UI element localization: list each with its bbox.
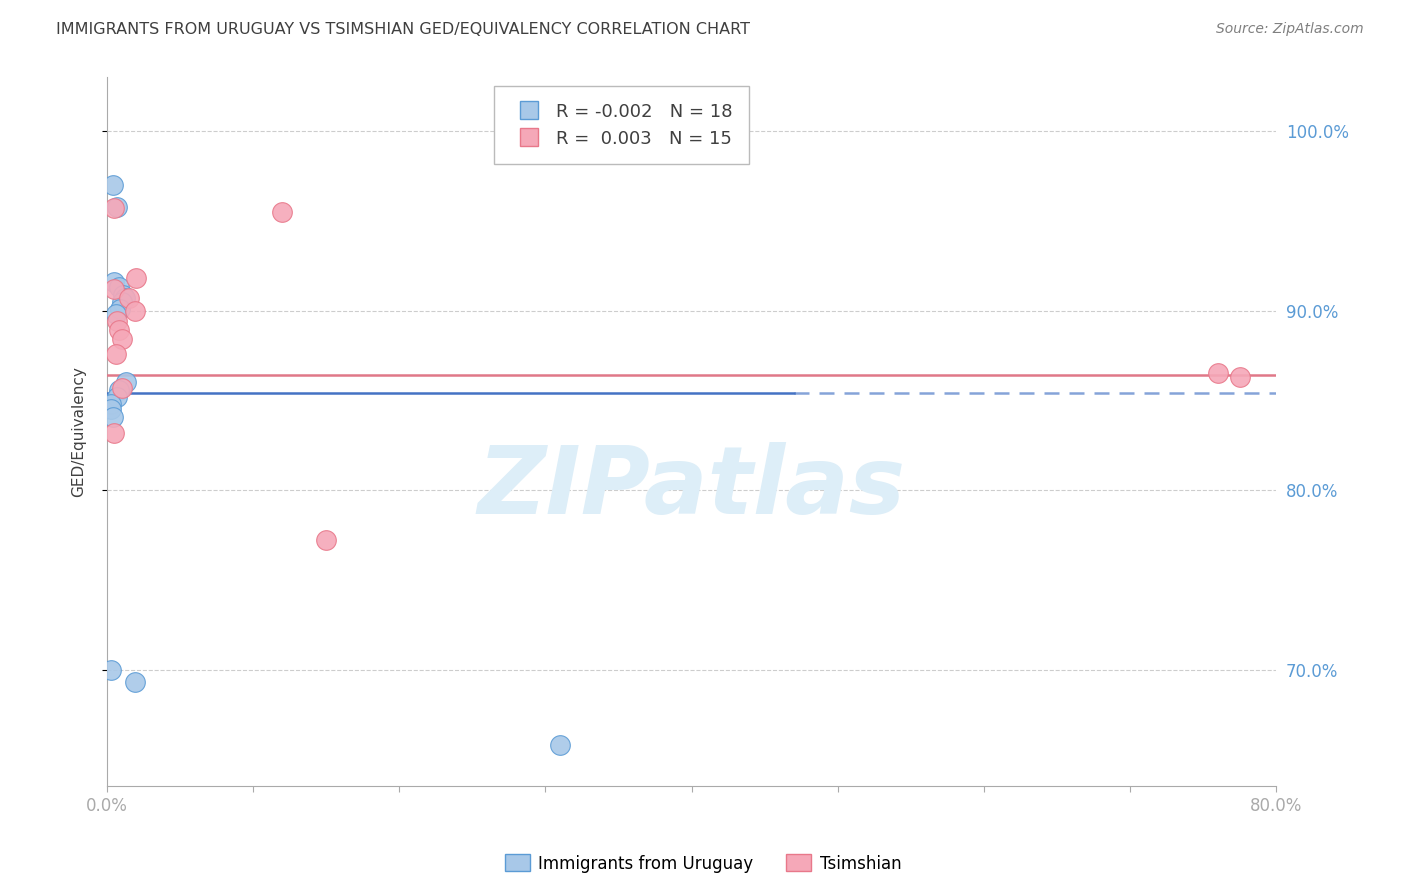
Y-axis label: GED/Equivalency: GED/Equivalency xyxy=(72,367,86,497)
Point xyxy=(114,291,136,305)
Point xyxy=(111,332,134,346)
Point xyxy=(105,314,128,328)
Point xyxy=(115,376,138,390)
Point xyxy=(104,307,127,321)
Point xyxy=(112,287,135,301)
Text: IMMIGRANTS FROM URUGUAY VS TSIMSHIAN GED/EQUIVALENCY CORRELATION CHART: IMMIGRANTS FROM URUGUAY VS TSIMSHIAN GED… xyxy=(56,22,751,37)
Point xyxy=(124,675,146,690)
Point xyxy=(1206,367,1229,381)
Point xyxy=(111,294,134,309)
Point xyxy=(107,323,129,337)
Point xyxy=(104,347,127,361)
Point xyxy=(118,291,141,305)
Point xyxy=(105,200,128,214)
Point xyxy=(103,202,125,216)
Point xyxy=(100,663,122,677)
Point xyxy=(124,303,146,318)
Point xyxy=(111,381,134,395)
Point xyxy=(125,271,148,285)
Legend: Immigrants from Uruguay, Tsimshian: Immigrants from Uruguay, Tsimshian xyxy=(498,847,908,880)
Text: ZIPatlas: ZIPatlas xyxy=(478,442,905,534)
Point xyxy=(548,738,571,752)
Point xyxy=(100,397,122,411)
Point xyxy=(103,425,125,440)
Point xyxy=(103,282,125,296)
Text: Source: ZipAtlas.com: Source: ZipAtlas.com xyxy=(1216,22,1364,37)
Point xyxy=(107,280,129,294)
Point xyxy=(101,409,124,424)
Legend: R = -0.002   N = 18, R =  0.003   N = 15: R = -0.002 N = 18, R = 0.003 N = 15 xyxy=(495,87,748,164)
Point xyxy=(271,205,294,219)
Point xyxy=(107,383,129,397)
Point xyxy=(100,402,122,417)
Point xyxy=(103,275,125,289)
Point xyxy=(105,390,128,404)
Point xyxy=(101,178,124,193)
Point xyxy=(1229,370,1251,384)
Point xyxy=(110,301,132,316)
Point xyxy=(315,533,337,548)
